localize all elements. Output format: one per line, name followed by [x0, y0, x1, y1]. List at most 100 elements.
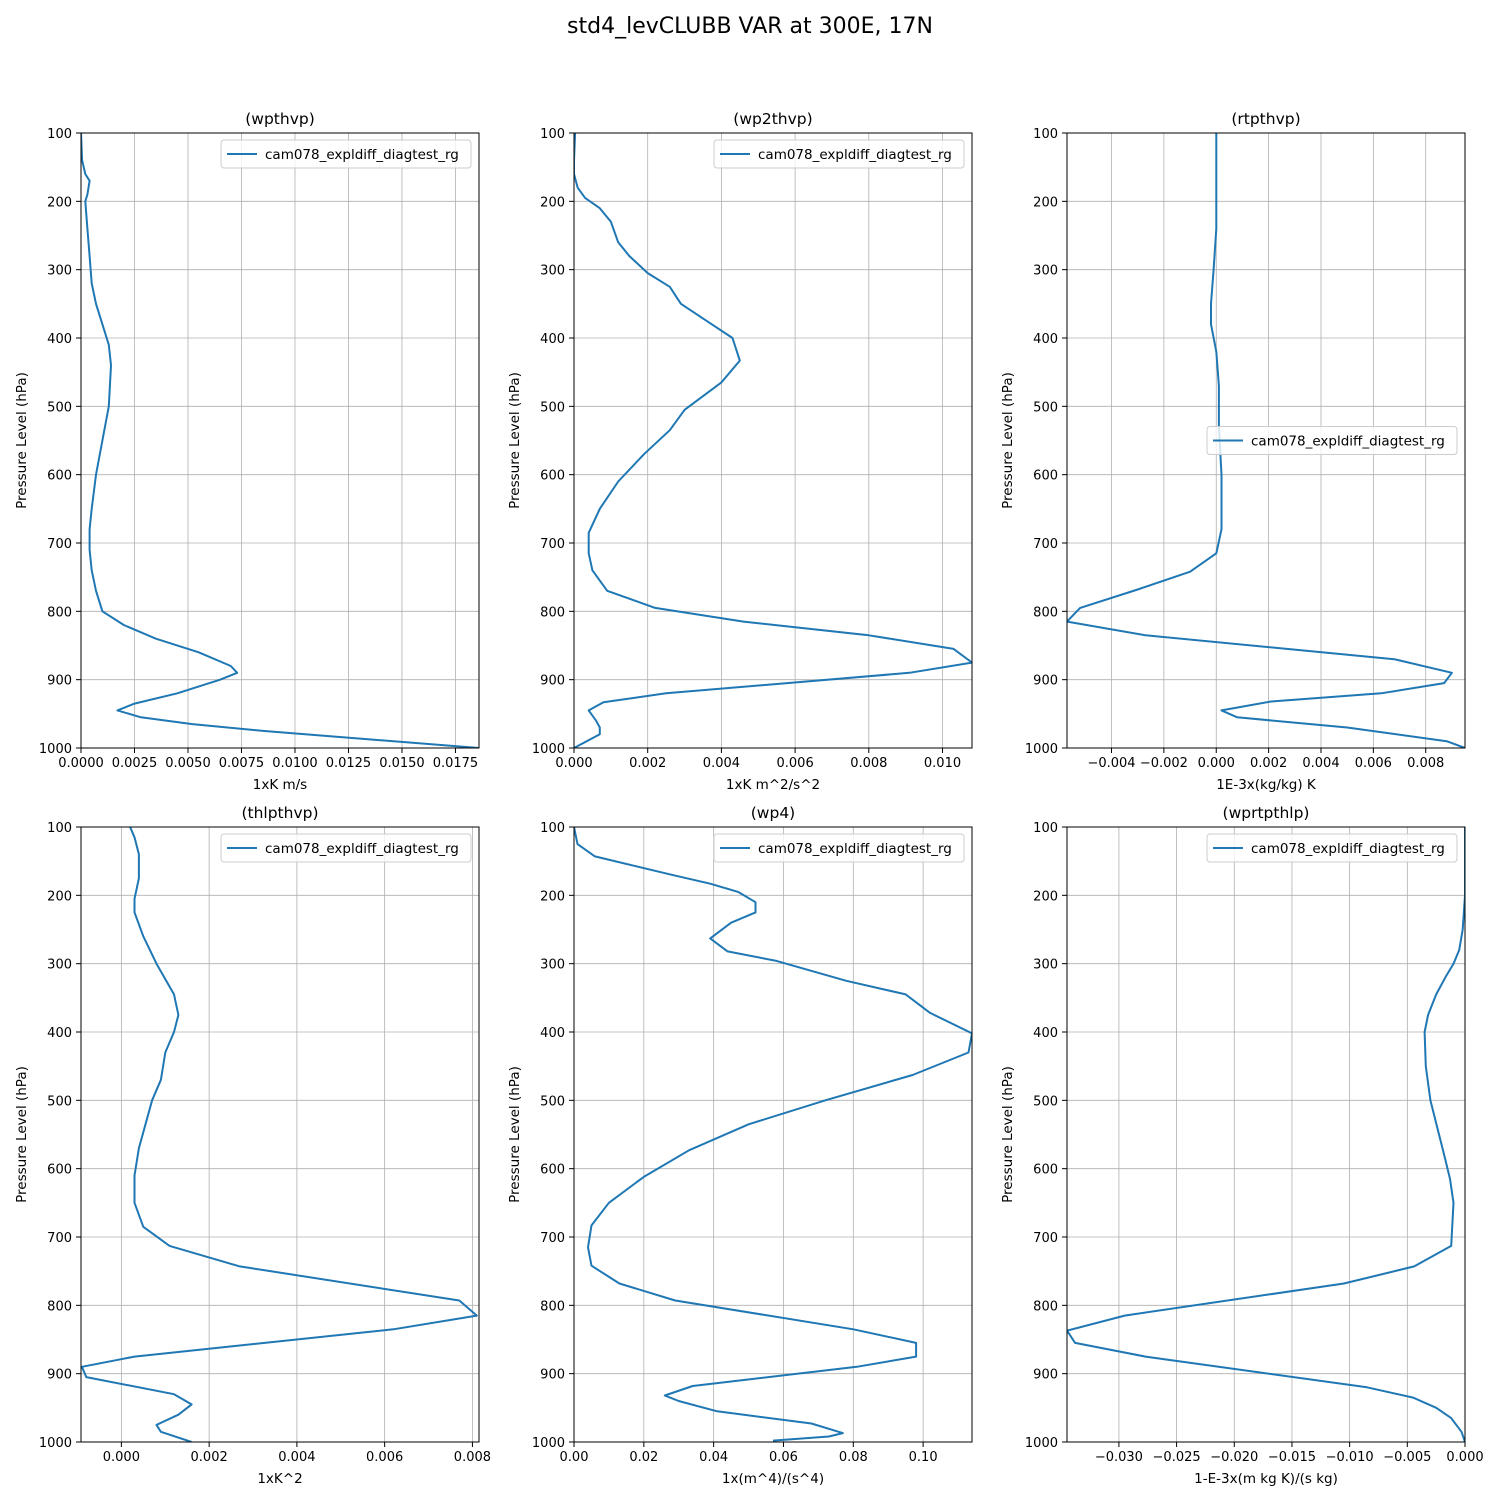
x-axis-label: 1x(m^4)/(s^4)	[722, 1471, 824, 1487]
series-line	[574, 133, 972, 748]
y-tick-label: 800	[1033, 605, 1058, 620]
y-tick-label: 1000	[1025, 1436, 1058, 1451]
y-axis-label: Pressure Level (hPa)	[14, 372, 30, 509]
x-tick-label: −0.025	[1153, 1450, 1201, 1465]
y-tick-label: 400	[540, 332, 565, 347]
x-tick-label: 0.0100	[272, 756, 318, 771]
legend-label: cam078_expldiff_diagtest_rg	[1251, 841, 1445, 857]
x-tick-label: 0.0000	[58, 756, 104, 771]
x-tick-label: 0.000	[103, 1450, 140, 1465]
x-tick-label: 0.02	[629, 1450, 658, 1465]
legend-label: cam078_expldiff_diagtest_rg	[758, 841, 952, 857]
subplot-6: −0.030 −0.025 −0.020 −0.015 −0.010 −0.005 0.00…	[1000, 804, 1484, 1487]
y-tick-label: 400	[1033, 1026, 1058, 1041]
y-tick-label: 700	[1033, 1231, 1058, 1246]
axes-frame	[573, 132, 973, 749]
y-tick-label: 900	[1033, 674, 1058, 689]
y-tick-label: 200	[540, 889, 565, 904]
y-tick-label: 200	[1033, 889, 1058, 904]
y-tick-label: 200	[47, 889, 72, 904]
y-tick-label: 900	[47, 674, 72, 689]
y-tick-label: 700	[47, 537, 72, 552]
y-tick-label: 700	[540, 1231, 565, 1246]
y-tick-label: 500	[47, 1094, 72, 1109]
x-tick-label: 0.0075	[219, 756, 265, 771]
subplot-1: 0.0000 0.0025 0.0050 0.0075 0.0100 0.0125 0.01…	[14, 110, 480, 793]
y-tick-label: 200	[47, 195, 72, 210]
y-axis-label: Pressure Level (hPa)	[507, 1066, 523, 1203]
series-line	[1067, 133, 1465, 748]
subplot-title: (wpthvp)	[245, 110, 315, 128]
x-axis-label: 1xK^2	[257, 1471, 302, 1487]
y-tick-label: 300	[540, 958, 565, 973]
y-tick-label: 600	[1033, 469, 1058, 484]
x-tick-label: 0.006	[366, 1450, 403, 1465]
axes-frame	[1066, 826, 1466, 1443]
x-tick-label: 0.004	[1302, 756, 1339, 771]
y-axis-label: Pressure Level (hPa)	[14, 1066, 30, 1203]
y-tick-label: 1000	[1025, 742, 1058, 757]
y-tick-label: 400	[1033, 332, 1058, 347]
y-tick-label: 1000	[39, 742, 72, 757]
x-tick-label: −0.020	[1210, 1450, 1258, 1465]
subplot-4: 0.000 0.002 0.004 0.006 0.008 100 200 300 400 500…	[14, 804, 491, 1487]
series-line	[81, 827, 478, 1442]
legend: cam078_expldiff_diagtest_rg	[220, 139, 472, 169]
y-tick-label: 900	[1033, 1368, 1058, 1383]
y-tick-label: 1000	[39, 1436, 72, 1451]
y-tick-label: 600	[540, 1163, 565, 1178]
y-tick-label: 100	[1033, 821, 1058, 836]
y-tick-label: 500	[47, 400, 72, 415]
y-tick-label: 100	[47, 127, 72, 142]
subplot-title: (wp2thvp)	[733, 110, 812, 128]
x-tick-label: −0.015	[1268, 1450, 1316, 1465]
x-tick-label: 0.002	[191, 1450, 228, 1465]
x-tick-label: 0.0125	[326, 756, 372, 771]
legend-box	[713, 139, 965, 169]
x-tick-label: 0.006	[777, 756, 814, 771]
x-tick-label: 0.006	[1355, 756, 1392, 771]
y-tick-label: 100	[1033, 127, 1058, 142]
x-tick-label: −0.002	[1140, 756, 1188, 771]
x-tick-label: −0.030	[1095, 1450, 1143, 1465]
y-tick-label: 800	[540, 605, 565, 620]
y-tick-label: 200	[540, 195, 565, 210]
x-axis-label: 1E-3x(kg/kg) K	[1216, 777, 1317, 793]
legend-label: cam078_expldiff_diagtest_rg	[265, 841, 459, 857]
y-tick-label: 500	[540, 1094, 565, 1109]
y-tick-label: 300	[1033, 264, 1058, 279]
x-axis-label: 1xK m^2/s^2	[726, 777, 820, 793]
y-tick-label: 800	[1033, 1299, 1058, 1314]
x-tick-label: 0.000	[1446, 1450, 1483, 1465]
y-tick-label: 800	[47, 605, 72, 620]
legend: cam078_expldiff_diagtest_rg	[1206, 833, 1458, 863]
subplot-title: (wp4)	[751, 804, 795, 822]
y-tick-label: 600	[47, 469, 72, 484]
x-tick-label: 0.08	[839, 1450, 868, 1465]
y-axis-label: Pressure Level (hPa)	[1000, 372, 1016, 509]
x-tick-label: 0.04	[699, 1450, 728, 1465]
x-tick-label: −0.004	[1087, 756, 1135, 771]
y-tick-label: 400	[47, 332, 72, 347]
y-tick-label: 100	[47, 821, 72, 836]
y-tick-label: 300	[540, 264, 565, 279]
x-tick-label: 0.008	[454, 1450, 491, 1465]
legend-label: cam078_expldiff_diagtest_rg	[265, 147, 459, 163]
x-axis-label: 1xK m/s	[253, 777, 307, 793]
subplot-title: (thlpthvp)	[241, 804, 318, 822]
x-tick-label: 0.00	[560, 1450, 589, 1465]
y-tick-label: 500	[1033, 400, 1058, 415]
y-axis-label: Pressure Level (hPa)	[507, 372, 523, 509]
y-tick-label: 500	[540, 400, 565, 415]
legend: cam078_expldiff_diagtest_rg	[713, 833, 965, 863]
subplot-title: (wprtpthlp)	[1223, 804, 1310, 822]
x-tick-label: 0.002	[629, 756, 666, 771]
x-tick-label: 0.06	[769, 1450, 798, 1465]
y-tick-label: 200	[1033, 195, 1058, 210]
gridlines	[573, 826, 972, 1443]
y-tick-label: 1000	[532, 742, 565, 757]
y-tick-label: 900	[540, 1368, 565, 1383]
x-tick-label: −0.005	[1383, 1450, 1431, 1465]
x-tick-label: 0.002	[1250, 756, 1287, 771]
